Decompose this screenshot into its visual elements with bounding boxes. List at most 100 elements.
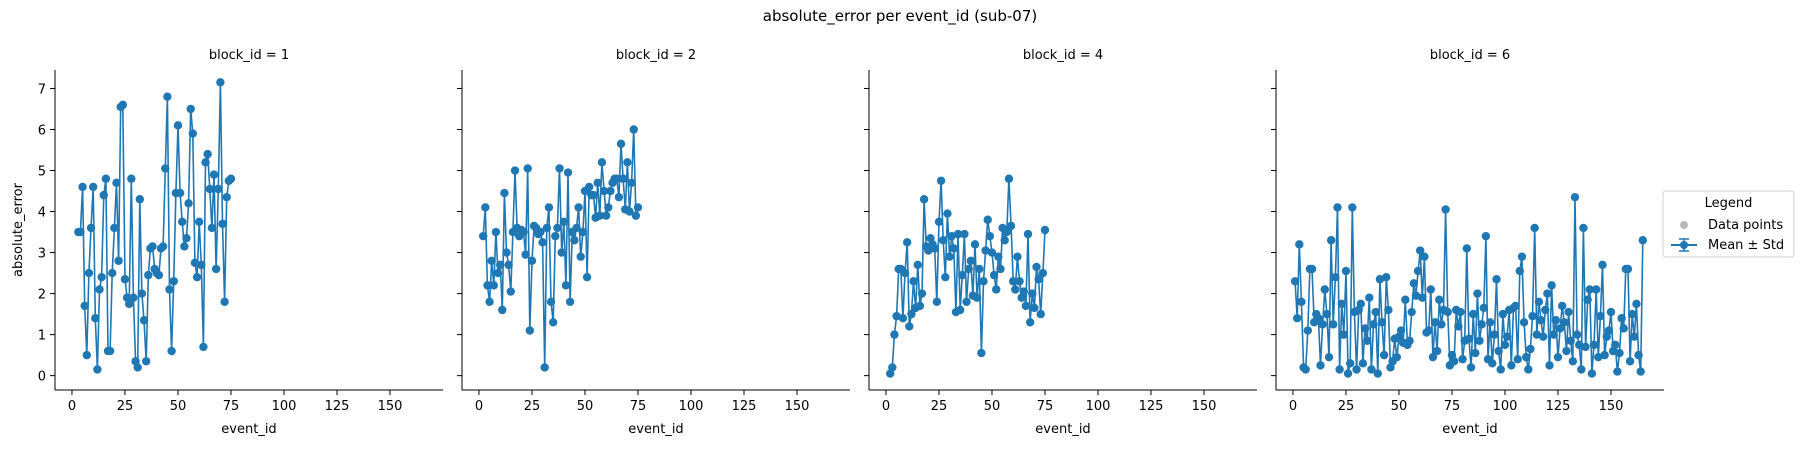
x-tick-label: 25	[931, 399, 948, 414]
data-point	[144, 270, 153, 280]
data-point	[1494, 346, 1503, 356]
data-point	[1613, 367, 1622, 376]
data-point	[975, 264, 984, 274]
x-tick-label: 25	[524, 399, 541, 414]
data-point	[1038, 268, 1048, 278]
data-point	[1521, 352, 1531, 362]
data-point	[1619, 324, 1628, 333]
data-point	[1000, 236, 1009, 245]
data-point	[1511, 301, 1520, 311]
data-point	[962, 297, 971, 306]
data-point	[1454, 322, 1463, 331]
data-point	[970, 240, 980, 249]
data-point	[1596, 311, 1605, 321]
data-point	[118, 100, 128, 110]
mean-line	[78, 81, 232, 371]
data-point	[1297, 297, 1306, 306]
x-tick-label: 125	[732, 399, 757, 414]
data-point	[1572, 330, 1582, 339]
data-point	[947, 231, 956, 241]
data-point	[82, 350, 92, 360]
data-point	[226, 174, 236, 183]
data-point	[1570, 192, 1580, 202]
data-point	[173, 121, 183, 130]
data-point	[1479, 303, 1488, 313]
y-axis-label: absolute_error	[11, 182, 26, 277]
facet-panels: block_id = 1 0 1 2 3 4 5 6 7 0 25 50 75 100 125 150 even…	[11, 48, 1664, 437]
x-tick-label: 75	[630, 399, 647, 414]
data-point	[1356, 299, 1366, 309]
data-point	[629, 125, 638, 134]
data-point	[892, 311, 901, 321]
data-point	[939, 236, 948, 245]
data-point	[1538, 332, 1548, 341]
data-point	[627, 178, 636, 188]
x-axis-label: event_id	[221, 422, 276, 437]
data-point	[1373, 369, 1382, 378]
x-tick-label: 0	[68, 399, 76, 414]
x-tick-label: 100	[1086, 399, 1111, 414]
data-point	[1015, 277, 1024, 286]
data-point	[190, 258, 200, 268]
data-point	[1615, 348, 1624, 358]
data-point	[1568, 357, 1578, 366]
data-point	[194, 217, 204, 226]
data-point	[943, 209, 952, 218]
x-tick-label: 50	[984, 399, 1001, 414]
data-point	[1377, 318, 1387, 327]
data-point	[1025, 318, 1035, 327]
data-point	[1411, 291, 1421, 300]
data-point	[1348, 203, 1357, 212]
data-point	[612, 174, 621, 183]
data-point	[519, 227, 528, 237]
data-point	[1545, 361, 1554, 370]
data-point	[890, 330, 899, 339]
data-point	[964, 264, 973, 274]
data-point	[175, 188, 185, 198]
data-point	[139, 316, 149, 325]
data-point	[996, 264, 1005, 274]
data-point	[966, 256, 975, 265]
data-point	[506, 287, 515, 296]
data-point	[546, 297, 556, 306]
data-point	[909, 277, 918, 286]
data-point	[1335, 365, 1344, 374]
data-point	[1352, 365, 1361, 374]
data-point	[218, 219, 227, 229]
data-point	[585, 182, 594, 192]
data-point	[983, 215, 992, 224]
y-tick-label: 2	[38, 288, 46, 303]
data-point	[135, 195, 145, 204]
data-point	[917, 289, 927, 298]
data-point	[120, 275, 130, 284]
data-point	[1032, 262, 1041, 272]
data-point	[924, 246, 933, 255]
data-point	[1358, 359, 1368, 368]
data-point	[1468, 309, 1478, 319]
data-point	[214, 184, 223, 194]
data-point	[209, 170, 219, 179]
data-point	[141, 357, 151, 366]
data-point	[1290, 277, 1300, 286]
data-point	[1611, 340, 1620, 350]
data-point	[97, 272, 106, 282]
data-point	[76, 227, 85, 237]
data-point	[1004, 174, 1014, 183]
data-point	[1473, 289, 1482, 298]
data-point	[1604, 326, 1614, 335]
data-point	[1617, 314, 1626, 323]
data-point	[1360, 324, 1370, 333]
x-tick-label: 100	[679, 399, 704, 414]
data-point	[148, 242, 157, 251]
data-point	[992, 285, 1001, 294]
data-point	[900, 268, 910, 278]
data-point	[1458, 355, 1467, 364]
data-point	[1013, 252, 1022, 261]
legend-mean-std-marker	[1671, 238, 1697, 252]
data-point	[955, 305, 965, 315]
data-point	[1585, 285, 1594, 294]
data-point	[932, 297, 942, 306]
data-point	[1492, 275, 1501, 284]
data-point	[88, 182, 98, 192]
